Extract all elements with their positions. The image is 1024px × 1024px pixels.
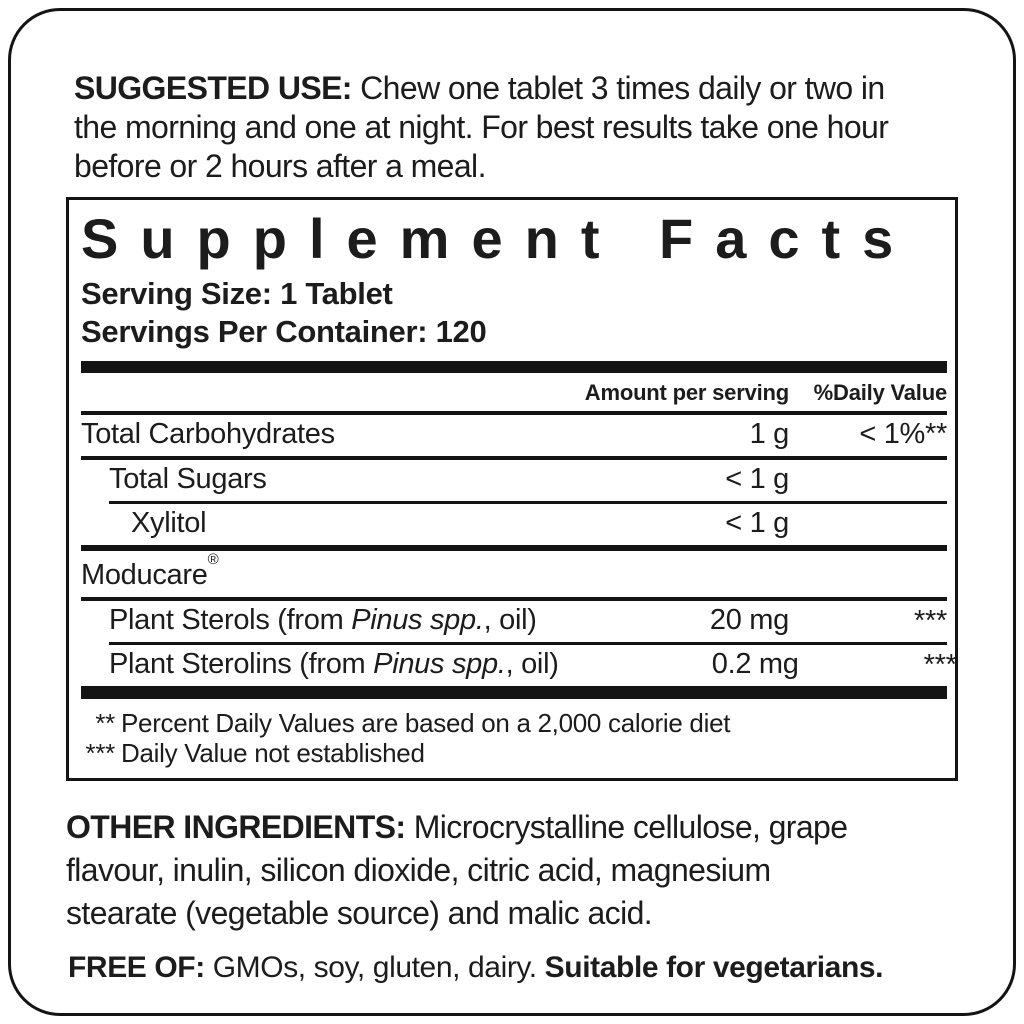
column-header-amount: Amount per serving [584, 380, 789, 405]
suggested-use-line-3: before or 2 hours after a meal. [74, 148, 486, 184]
brand-name: Moducare [81, 559, 208, 591]
species-name: Pinus spp. [351, 604, 484, 636]
other-ingredients-line-2: flavour, inulin, silicon dioxide, citric… [66, 852, 771, 888]
footnotes: ** Percent Daily Values are based on a 2… [81, 699, 947, 778]
suggested-use-heading: SUGGESTED USE: [74, 70, 352, 106]
other-ingredients-heading: OTHER INGREDIENTS: [66, 809, 406, 845]
nutrient-amount [549, 592, 789, 597]
nutrient-amount: 20 mg [709, 604, 789, 636]
serving-size: Serving Size: 1 Tablet [81, 276, 393, 311]
nutrient-daily-value [789, 540, 947, 545]
suggested-use-line-1: SUGGESTED USE: Chew one tablet 3 times d… [74, 69, 958, 108]
nutrient-daily-value [789, 496, 947, 501]
suggested-use-paragraph: SUGGESTED USE: Chew one tablet 3 times d… [66, 69, 958, 186]
section-separator [81, 545, 947, 551]
nutrient-name: Plant Sterolins (from Pinus spp., oil) [81, 648, 559, 686]
nutrient-daily-value: *** [914, 605, 947, 637]
nutrient-name: Xylitol [131, 507, 207, 539]
suggested-use-line-2: the morning and one at night. For best r… [74, 109, 889, 145]
vegetarian-note: Suitable for vegetarians. [544, 951, 884, 984]
other-ingredients-line-3: stearate (vegetable source) and malic ac… [66, 895, 653, 931]
table-row-total-sugars: Total Sugars < 1 g [81, 460, 947, 501]
free-of-text: GMOs, soy, gluten, dairy. [212, 951, 537, 984]
footnote-not-established: *** Daily Value not established [81, 738, 947, 768]
nutrient-amount: 1 g [749, 418, 790, 450]
footnote-text: Percent Daily Values are based on a 2,00… [121, 708, 731, 738]
footnote-text: Daily Value not established [121, 738, 425, 768]
free-of-heading: FREE OF: [68, 951, 205, 984]
other-ingredients-line-1: OTHER INGREDIENTS: Microcrystalline cell… [66, 806, 958, 849]
thick-top-bar [81, 361, 947, 373]
name-text: Plant Sterolins (from [109, 648, 374, 680]
registered-trademark-symbol: ® [207, 551, 219, 568]
row-separator [81, 597, 947, 601]
table-row-plant-sterolins: Plant Sterolins (from Pinus spp., oil) 0… [81, 645, 957, 686]
nutrient-name: Total Carbohydrates [81, 418, 335, 450]
row-separator-indented [109, 642, 947, 645]
footnote-marker: ** [95, 708, 115, 738]
nutrient-name: Total Sugars [109, 463, 267, 495]
name-text: , oil) [483, 604, 537, 636]
table-row-total-carbohydrates: Total Carbohydrates 1 g < 1%** [81, 415, 947, 456]
footnote-daily-values: ** Percent Daily Values are based on a 2… [81, 708, 947, 738]
supplement-facts-panel: Supplement Facts Serving Size: 1 Tablet … [66, 197, 958, 781]
other-ingredients-text-1: Microcrystalline cellulose, grape [413, 809, 848, 845]
table-row-xylitol: Xylitol < 1 g [81, 504, 947, 545]
nutrient-amount: < 1 g [725, 507, 789, 539]
supplement-label-card: SUGGESTED USE: Chew one tablet 3 times d… [8, 8, 1016, 1016]
free-of-line: FREE OF: GMOs, soy, gluten, dairy. Suita… [66, 948, 958, 987]
nutrient-name: Moducare® [81, 551, 549, 597]
column-header-daily-value: %Daily Value [813, 380, 948, 405]
nutrient-amount: 0.2 mg [711, 648, 799, 680]
table-row-plant-sterols: Plant Sterols (from Pinus spp., oil) 20 … [81, 601, 947, 642]
suggested-use-text-1: Chew one tablet 3 times daily or two in [360, 70, 885, 106]
nutrient-amount: < 1 g [725, 463, 789, 495]
nutrient-daily-value [789, 592, 947, 597]
row-separator [81, 456, 947, 460]
species-name: Pinus spp. [373, 648, 506, 680]
nutrient-daily-value: < 1%** [859, 418, 947, 450]
other-ingredients-paragraph: OTHER INGREDIENTS: Microcrystalline cell… [66, 806, 958, 935]
nutrient-name: Plant Sterols (from Pinus spp., oil) [81, 604, 549, 642]
name-text: Plant Sterols (from [109, 604, 352, 636]
row-separator-indented [109, 501, 947, 504]
table-row-moducare: Moducare® [81, 551, 947, 597]
thick-bottom-bar [81, 686, 947, 699]
footnote-marker: *** [85, 738, 116, 768]
supplement-facts-title: Supplement Facts [81, 208, 916, 270]
table-header-row: Amount per serving %Daily Value [81, 373, 947, 415]
nutrient-daily-value: *** [923, 649, 957, 681]
servings-per-container: Servings Per Container: 120 [81, 314, 487, 349]
name-text: , oil) [505, 648, 559, 680]
